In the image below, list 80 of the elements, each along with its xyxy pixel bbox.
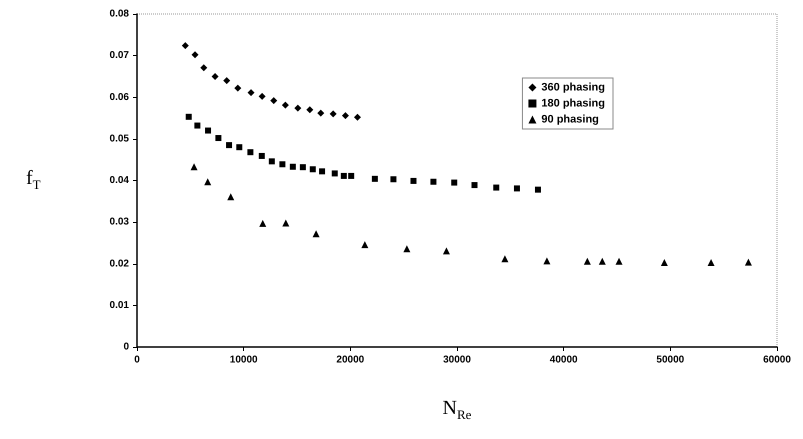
point bbox=[543, 257, 550, 264]
point bbox=[361, 241, 368, 248]
point bbox=[493, 184, 500, 191]
point bbox=[451, 180, 458, 186]
point bbox=[584, 258, 591, 265]
point bbox=[514, 185, 520, 192]
y-tick-label: 0.06 bbox=[110, 92, 130, 103]
point bbox=[340, 172, 347, 179]
x-tick-label: 20000 bbox=[336, 354, 365, 366]
point bbox=[268, 158, 275, 164]
point bbox=[390, 176, 396, 182]
point bbox=[471, 182, 478, 188]
x-tick-label: 40000 bbox=[550, 354, 578, 366]
point bbox=[319, 168, 326, 174]
point bbox=[317, 110, 324, 117]
legend-label: 180 phasing bbox=[541, 98, 605, 110]
point bbox=[259, 220, 266, 227]
point bbox=[442, 247, 450, 254]
point bbox=[205, 128, 212, 134]
x-tick-label: 30000 bbox=[443, 354, 472, 366]
point bbox=[708, 259, 715, 266]
point bbox=[186, 114, 192, 120]
y-tick-label: 0.04 bbox=[110, 175, 130, 186]
point bbox=[342, 112, 349, 120]
point bbox=[282, 102, 289, 109]
point bbox=[215, 135, 222, 142]
point bbox=[247, 149, 254, 156]
point bbox=[744, 258, 752, 266]
y-tick-label: 0.05 bbox=[110, 133, 130, 144]
y-tick-label: 0.08 bbox=[110, 8, 130, 20]
y-tick-label: 0.03 bbox=[110, 216, 130, 228]
legend-label: 90 phasing bbox=[541, 114, 599, 126]
point bbox=[212, 72, 219, 80]
point bbox=[248, 89, 255, 96]
point bbox=[410, 178, 416, 184]
point bbox=[190, 163, 198, 170]
point bbox=[354, 114, 361, 121]
point bbox=[294, 104, 302, 112]
x-axis-title: N$_{Re}$ bbox=[442, 397, 472, 422]
point bbox=[300, 164, 306, 170]
point bbox=[290, 164, 296, 170]
point bbox=[204, 178, 212, 186]
x-tick-label: 0 bbox=[134, 354, 140, 366]
point bbox=[194, 122, 200, 129]
legend-label: 360 phasing bbox=[541, 82, 605, 94]
point bbox=[182, 42, 189, 50]
point bbox=[282, 219, 290, 226]
point bbox=[192, 51, 199, 58]
point bbox=[348, 172, 354, 179]
point bbox=[534, 186, 541, 193]
point bbox=[598, 258, 606, 265]
point bbox=[258, 152, 265, 159]
x-tick-label: 10000 bbox=[230, 354, 258, 366]
point bbox=[312, 230, 320, 238]
point bbox=[226, 142, 232, 148]
point bbox=[234, 84, 242, 92]
point bbox=[372, 176, 378, 182]
y-tick-label: 0 bbox=[123, 342, 130, 352]
point bbox=[258, 92, 266, 100]
y-tick-label: 0.07 bbox=[110, 50, 130, 62]
point bbox=[270, 97, 278, 104]
point bbox=[616, 258, 623, 265]
point bbox=[200, 64, 208, 72]
point bbox=[430, 178, 436, 185]
point bbox=[223, 77, 230, 84]
x-tick-label: 50000 bbox=[656, 354, 685, 366]
point bbox=[279, 161, 286, 168]
y-axis-title: f$_{T}$ bbox=[26, 167, 41, 192]
y-tick-label: 0.02 bbox=[110, 258, 130, 270]
x-tick-label: 60000 bbox=[763, 354, 792, 366]
point bbox=[236, 144, 242, 150]
point bbox=[403, 245, 410, 252]
point bbox=[310, 166, 316, 172]
point bbox=[227, 193, 234, 200]
point bbox=[332, 170, 338, 176]
point bbox=[306, 106, 314, 114]
point bbox=[330, 110, 337, 118]
point bbox=[660, 259, 668, 266]
y-tick-label: 0.01 bbox=[110, 300, 130, 311]
point bbox=[501, 255, 508, 262]
